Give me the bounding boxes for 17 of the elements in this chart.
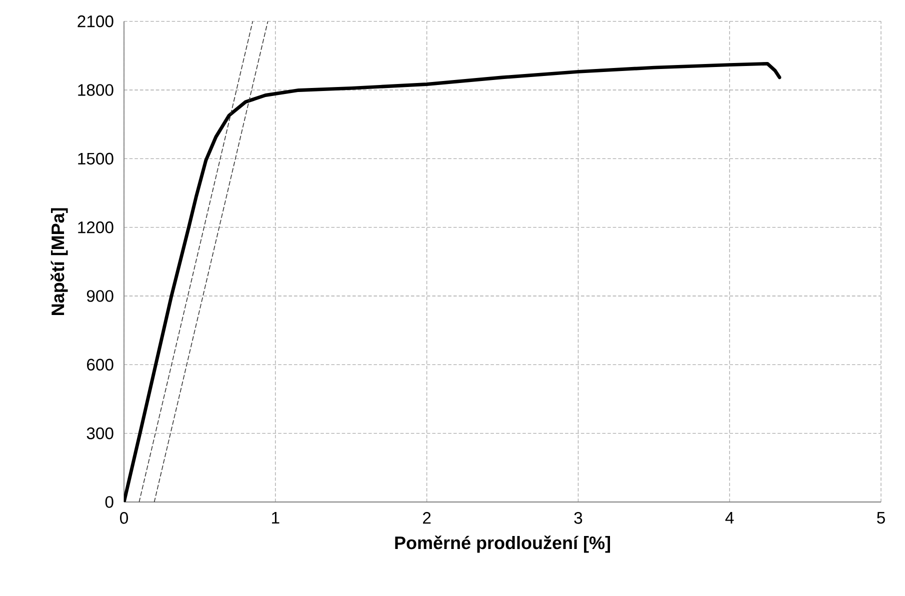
x-tick-label: 1 xyxy=(272,512,280,524)
y-tick-label: 2100 xyxy=(78,15,114,28)
y-tick-label: 0 xyxy=(105,496,114,508)
x-tick-label: 2 xyxy=(423,512,431,524)
x-tick-label: 4 xyxy=(725,512,734,524)
y-axis-title: Napětí [MPa] xyxy=(50,208,68,315)
y-tick-label: 600 xyxy=(87,358,114,371)
x-tick-label: 3 xyxy=(574,512,582,524)
y-tick-label: 300 xyxy=(86,427,114,440)
y-tick-label: 900 xyxy=(86,290,114,302)
line-series xyxy=(124,62,782,502)
x-tick-label: 5 xyxy=(877,512,885,524)
x-axis-title: Poměrné prodloužení [%] xyxy=(395,536,610,553)
y-tick-label: 1200 xyxy=(78,221,114,234)
y-tick-label: 1800 xyxy=(78,84,114,96)
x-tick-label: 0 xyxy=(120,512,128,524)
y-tick-label: 1500 xyxy=(78,152,114,165)
